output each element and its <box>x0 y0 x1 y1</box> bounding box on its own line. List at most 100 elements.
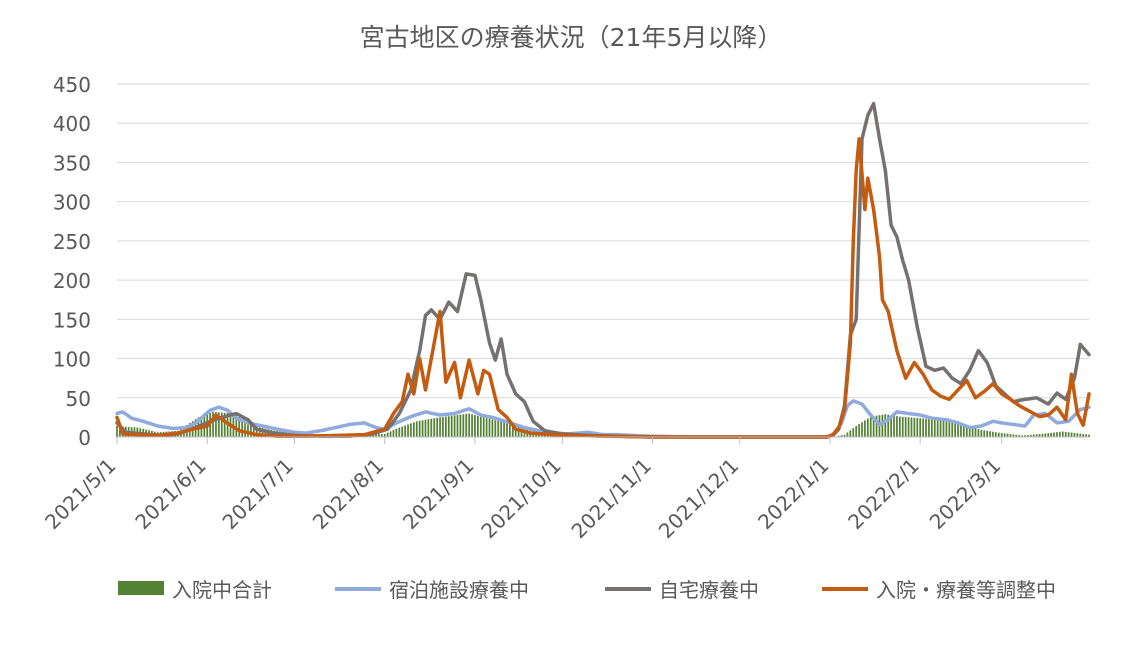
bar <box>1009 434 1012 437</box>
bar <box>220 412 223 437</box>
bar <box>1032 434 1035 437</box>
bar <box>1079 433 1082 437</box>
bar <box>1024 435 1026 437</box>
bar <box>939 420 942 437</box>
legend-label: 入院・療養等調整中 <box>876 578 1056 602</box>
series-line-home <box>115 101 1091 439</box>
legend-item: 宿泊施設療養中 <box>335 578 529 602</box>
bar <box>893 415 895 437</box>
bar <box>904 417 907 437</box>
bar <box>380 433 383 437</box>
bar <box>1015 434 1018 437</box>
legend-label: 自宅療養中 <box>659 578 759 602</box>
bar <box>433 418 436 437</box>
bar <box>858 424 860 437</box>
bar <box>919 418 922 437</box>
x-tick-label: 2021/8/1 <box>308 454 388 534</box>
bar <box>418 420 421 437</box>
bar <box>928 419 930 437</box>
y-tick-label: 250 <box>53 230 91 254</box>
bar <box>869 416 872 437</box>
bar <box>957 423 959 437</box>
y-tick-label: 0 <box>78 426 91 450</box>
bar <box>864 420 866 437</box>
bar <box>258 427 261 437</box>
bar <box>910 417 913 437</box>
x-tick-label: 2022/1/1 <box>753 454 833 534</box>
bar <box>977 429 980 437</box>
bar <box>450 415 453 437</box>
bar <box>497 420 500 437</box>
bar <box>427 419 430 437</box>
bar <box>247 422 249 437</box>
bar <box>925 418 927 437</box>
bar <box>965 426 968 437</box>
x-tick-label: 2021/9/1 <box>398 454 478 534</box>
bar <box>116 426 118 437</box>
bar <box>843 434 846 437</box>
bar <box>872 416 875 437</box>
x-tick-label: 2021/5/1 <box>40 454 120 534</box>
bar <box>503 422 505 437</box>
bar <box>482 417 485 437</box>
bar <box>954 423 957 437</box>
bar <box>1050 432 1053 437</box>
bar <box>389 431 392 437</box>
legend-label: 入院中合計 <box>172 578 272 602</box>
bar <box>223 412 226 437</box>
bar <box>1073 432 1076 437</box>
legend-label: 宿泊施設療養中 <box>389 578 529 602</box>
bar <box>962 425 965 437</box>
bar <box>244 420 246 437</box>
bar <box>517 426 520 437</box>
bar <box>913 417 916 437</box>
bar <box>866 418 869 437</box>
bar <box>410 423 412 437</box>
x-tick-label: 2021/11/1 <box>567 454 656 543</box>
bar <box>992 431 994 437</box>
bar <box>215 412 217 437</box>
bar <box>995 432 997 437</box>
bar <box>447 416 450 437</box>
bar <box>456 415 459 437</box>
bar <box>395 428 398 437</box>
bar <box>462 414 465 437</box>
bar <box>404 425 406 437</box>
x-tick-label: 2021/10/1 <box>476 454 565 543</box>
y-tick-label: 450 <box>53 73 91 97</box>
bar <box>922 418 924 437</box>
bar <box>386 432 389 437</box>
bar <box>235 415 238 437</box>
bar <box>1059 431 1061 437</box>
y-tick-label: 150 <box>53 308 91 332</box>
bar <box>1029 434 1032 437</box>
bar <box>907 417 910 437</box>
bar <box>1000 433 1003 437</box>
x-tick-label: 2021/7/1 <box>218 454 298 534</box>
bar <box>861 422 863 437</box>
bar <box>1038 434 1041 437</box>
bar <box>945 421 948 437</box>
bar <box>436 417 438 437</box>
bar <box>1076 433 1079 437</box>
bar <box>392 430 395 437</box>
bar <box>439 417 441 437</box>
bar <box>930 419 933 437</box>
bar <box>453 415 456 437</box>
bar <box>474 415 476 437</box>
bar <box>936 420 939 437</box>
bar <box>887 414 890 437</box>
bar <box>412 422 415 437</box>
bar <box>1012 434 1015 437</box>
bar <box>933 419 936 437</box>
bar <box>252 426 255 437</box>
bar <box>430 418 433 437</box>
bar <box>896 416 898 437</box>
bar <box>1044 433 1047 437</box>
bar <box>1061 431 1064 437</box>
bar <box>514 425 517 437</box>
bar <box>884 414 887 437</box>
bar <box>485 418 488 437</box>
x-tick-label: 2022/2/1 <box>843 454 923 534</box>
